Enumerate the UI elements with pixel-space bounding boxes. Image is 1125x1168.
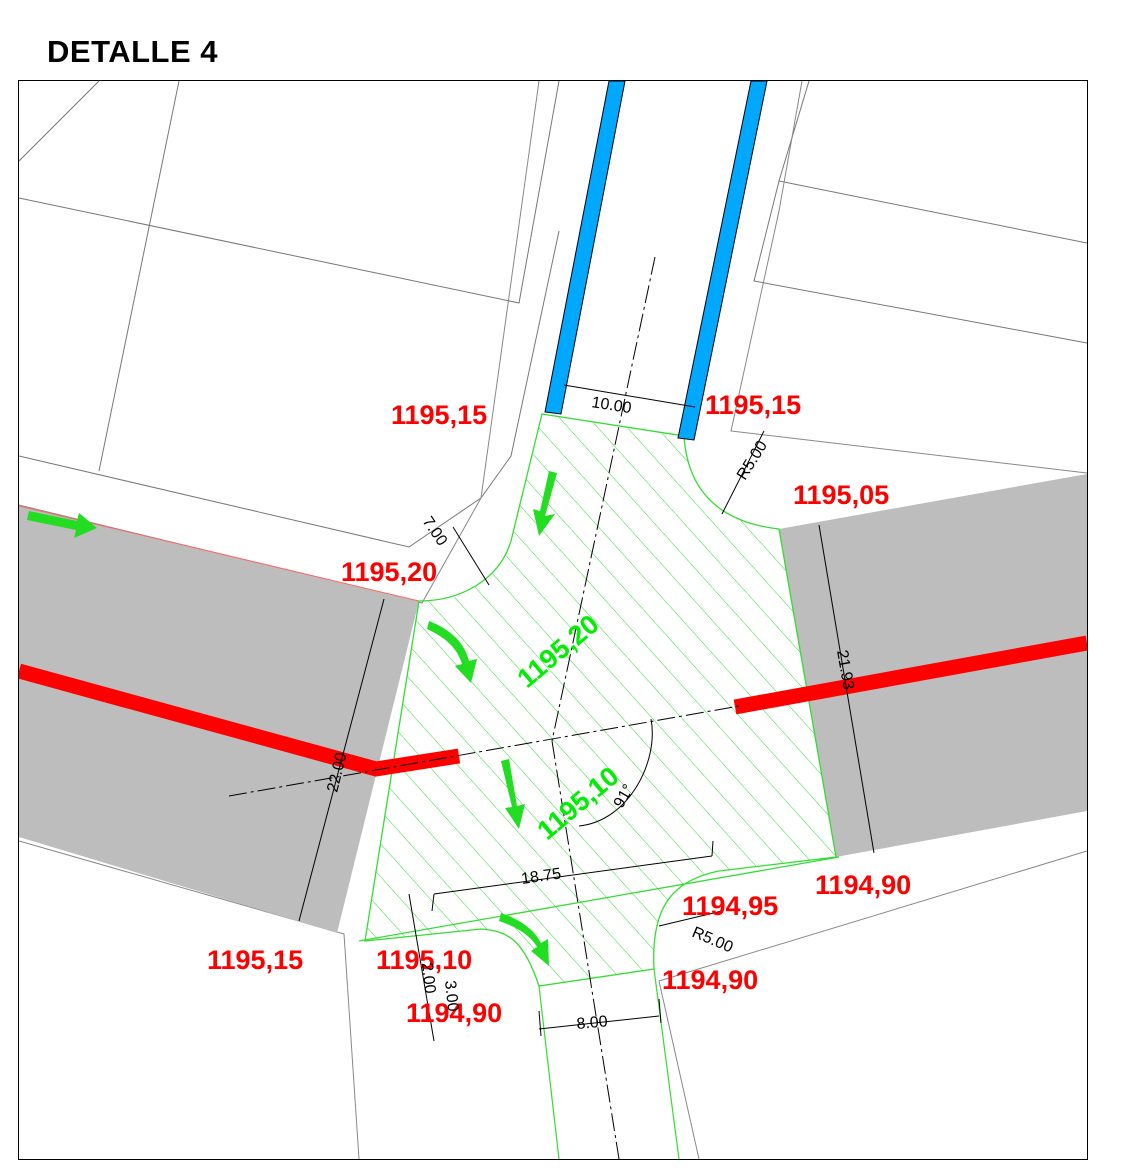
dimension-text: R5.00 — [689, 924, 735, 956]
red-elevations: 1195,15 1195,15 1195,05 1195,20 1194,90 … — [207, 390, 911, 1028]
elevation-label: 1195,10 — [376, 945, 472, 975]
dimension-text: 21.93 — [833, 649, 857, 691]
south-street — [538, 968, 680, 1159]
centerlines — [228, 256, 740, 1159]
drawing-frame: 1195,15 1195,15 1195,05 1195,20 1194,90 … — [18, 80, 1088, 1160]
elevation-label: 1194,90 — [662, 965, 758, 995]
dimension-text: 7.00 — [419, 514, 451, 549]
elevation-label: 1195,15 — [207, 945, 303, 975]
elevation-label: 1194,90 — [815, 870, 911, 900]
dimension-text: 18.75 — [520, 866, 562, 888]
elevation-label: 1195,15 — [391, 400, 487, 430]
elevation-label: 1194,90 — [406, 998, 502, 1028]
elevation-label: 1195,05 — [793, 480, 889, 510]
blue-pipe-left — [544, 81, 626, 415]
arrow-icon — [27, 511, 97, 538]
dimension-text: 2.00 — [418, 962, 438, 995]
dimension-text: R5.00 — [734, 438, 771, 483]
intersection-plan: 1195,15 1195,15 1195,05 1195,20 1194,90 … — [19, 81, 1087, 1159]
elevation-label: 1194,95 — [682, 891, 778, 921]
crossing-lines — [358, 856, 840, 942]
dimension-text: 10.00 — [590, 394, 632, 417]
dimension-text: 3.00 — [441, 980, 461, 1013]
arrow-icon — [501, 759, 525, 829]
drawing-title: DETALLE 4 — [47, 34, 218, 69]
dimension-text: 8.00 — [576, 1013, 609, 1033]
intersection-hatch — [364, 413, 837, 987]
red-pipe-east — [733, 635, 1087, 715]
arrow-icon — [499, 913, 549, 966]
arrow-icon — [427, 621, 477, 683]
dimension-lines — [298, 384, 875, 1042]
elevation-label: 1195,20 — [341, 557, 437, 587]
elevation-label: 1195,15 — [705, 390, 801, 420]
blue-pipe-right — [677, 81, 768, 441]
flow-arrows — [27, 471, 557, 966]
arrow-icon — [533, 471, 557, 536]
